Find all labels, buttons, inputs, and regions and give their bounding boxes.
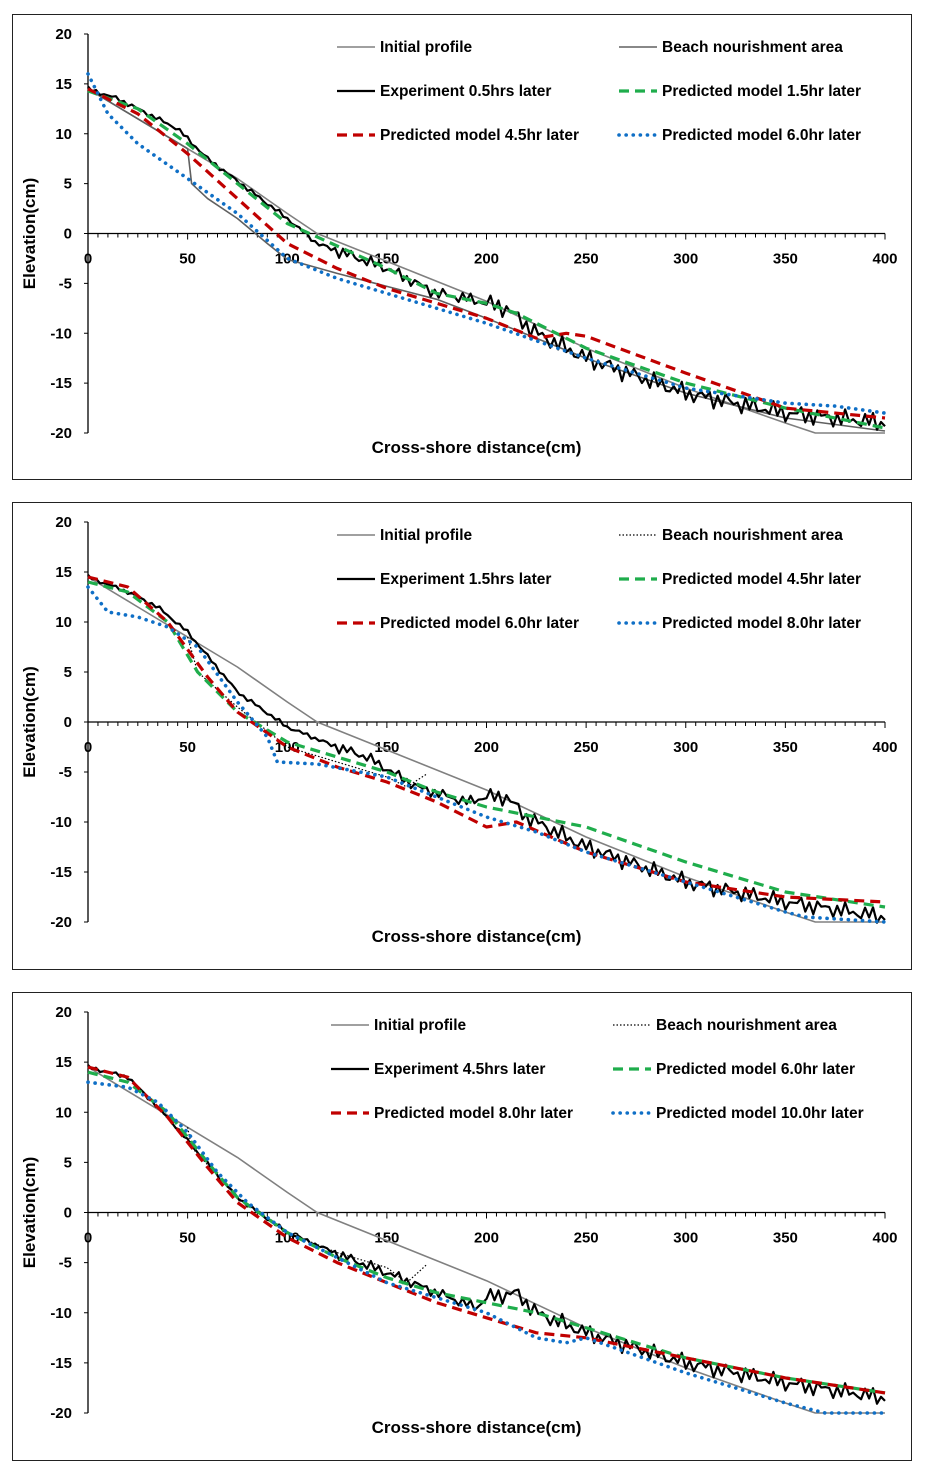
x-tick-label: 300 — [673, 251, 698, 268]
y-tick-label: 15 — [55, 76, 72, 93]
chart-panel-3: 20 15 10 5 0 -5 -10 -15 -20 0 50 100 150 200 250 300 350… — [12, 992, 912, 1461]
y-tick-label: 10 — [55, 1104, 72, 1121]
y-tick-label: -5 — [59, 764, 72, 781]
legend-label-2: Beach nourishment area — [662, 39, 843, 56]
x-tick-label: 0 — [84, 739, 92, 756]
x-tick-label: 50 — [179, 251, 196, 268]
y-tick-label: -10 — [50, 814, 72, 831]
x-tick-label: 200 — [474, 251, 499, 268]
legend-label-5: Predicted model 8.0hr later — [374, 1105, 573, 1122]
legend-label-1: Initial profile — [380, 39, 473, 56]
x-tick-label: 350 — [773, 251, 798, 268]
legend-label-3: Experiment 0.5hrs later — [380, 83, 551, 100]
y-tick-label: 5 — [64, 176, 72, 193]
legend-label-3: Experiment 4.5hrs later — [374, 1061, 545, 1078]
chart-panel-1: 20 15 10 5 0 -5 -10 -15 -20 0 50 100 150 200 250 300 350… — [12, 14, 912, 480]
y-axis-title: Elevation(cm) — [20, 666, 39, 777]
series-line-6 — [86, 72, 887, 415]
x-tick-label: 50 — [179, 1230, 196, 1247]
y-tick-label: -5 — [59, 1255, 72, 1272]
y-tick-label: -15 — [50, 864, 72, 881]
y-tick-label: 10 — [55, 614, 72, 631]
x-tick-label: 350 — [773, 739, 798, 756]
x-axis-title: Cross-shore distance(cm) — [372, 438, 582, 457]
y-tick-label: -10 — [50, 1305, 72, 1322]
x-tick-label: 200 — [474, 739, 499, 756]
legend-label-2: Beach nourishment area — [656, 1017, 837, 1034]
series-line-2 — [87, 88, 886, 432]
x-tick-label: 400 — [872, 251, 897, 268]
x-axis-title: Cross-shore distance(cm) — [372, 1418, 582, 1437]
x-tick-label: 0 — [84, 1230, 92, 1247]
y-axis-title: Elevation(cm) — [20, 1157, 39, 1268]
y-tick-label: 5 — [64, 664, 72, 681]
x-tick-label: 400 — [872, 1230, 897, 1247]
legend-label-4: Predicted model 4.5hr later — [662, 571, 861, 588]
y-tick-label: -15 — [50, 1355, 72, 1372]
y-tick-label: 20 — [55, 514, 72, 531]
x-tick-label: 250 — [574, 251, 599, 268]
x-tick-label: 0 — [84, 251, 92, 268]
x-tick-label: 300 — [673, 1230, 698, 1247]
legend-label-6: Predicted model 6.0hr later — [662, 127, 861, 144]
y-tick-label: 20 — [55, 26, 72, 43]
x-axis-title: Cross-shore distance(cm) — [372, 927, 582, 946]
x-tick-label: 350 — [773, 1230, 798, 1247]
y-tick-label: 15 — [55, 564, 72, 581]
y-tick-label: 20 — [55, 1004, 72, 1021]
legend-label-5: Predicted model 6.0hr later — [380, 615, 579, 632]
y-tick-label: 0 — [64, 714, 72, 731]
series-line-5 — [87, 1065, 886, 1395]
series-line-2 — [187, 636, 428, 788]
y-tick-label: -20 — [50, 914, 72, 931]
legend-label-4: Predicted model 1.5hr later — [662, 83, 861, 100]
y-tick-label: -20 — [50, 1405, 72, 1422]
legend-label-1: Initial profile — [374, 1017, 467, 1034]
legend-label-5: Predicted model 4.5hr later — [380, 127, 579, 144]
y-axis-title: Elevation(cm) — [20, 178, 39, 289]
legend-label-2: Beach nourishment area — [662, 527, 843, 544]
series-line-6 — [86, 1080, 887, 1415]
legend-label-6: Predicted model 10.0hr later — [656, 1105, 864, 1122]
legend-label-3: Experiment 1.5hrs later — [380, 571, 551, 588]
y-tick-label: 15 — [55, 1054, 72, 1071]
x-tick-label: 400 — [872, 739, 897, 756]
legend-label-4: Predicted model 6.0hr later — [656, 1061, 855, 1078]
y-tick-label: 10 — [55, 126, 72, 143]
series-line-4 — [87, 580, 886, 909]
y-tick-label: -5 — [59, 275, 72, 292]
x-tick-label: 50 — [179, 739, 196, 756]
x-tick-label: 300 — [673, 739, 698, 756]
x-tick-label: 250 — [574, 739, 599, 756]
y-tick-label: 0 — [64, 1205, 72, 1222]
y-tick-label: -20 — [50, 425, 72, 442]
legend-label-1: Initial profile — [380, 527, 473, 544]
series-line-6 — [86, 585, 887, 924]
y-tick-label: -10 — [50, 325, 72, 342]
series-line-4 — [87, 1070, 886, 1395]
chart-panel-2: 20 15 10 5 0 -5 -10 -15 -20 0 50 100 150 200 250 300 350… — [12, 502, 912, 970]
series-line-5 — [87, 87, 886, 420]
y-tick-label: 0 — [64, 226, 72, 243]
series-line-5 — [87, 575, 886, 904]
x-tick-label: 200 — [474, 1230, 499, 1247]
y-tick-label: -15 — [50, 375, 72, 392]
legend-label-6: Predicted model 8.0hr later — [662, 615, 861, 632]
series-line-4 — [87, 89, 886, 430]
x-tick-label: 250 — [574, 1230, 599, 1247]
y-tick-label: 5 — [64, 1154, 72, 1171]
